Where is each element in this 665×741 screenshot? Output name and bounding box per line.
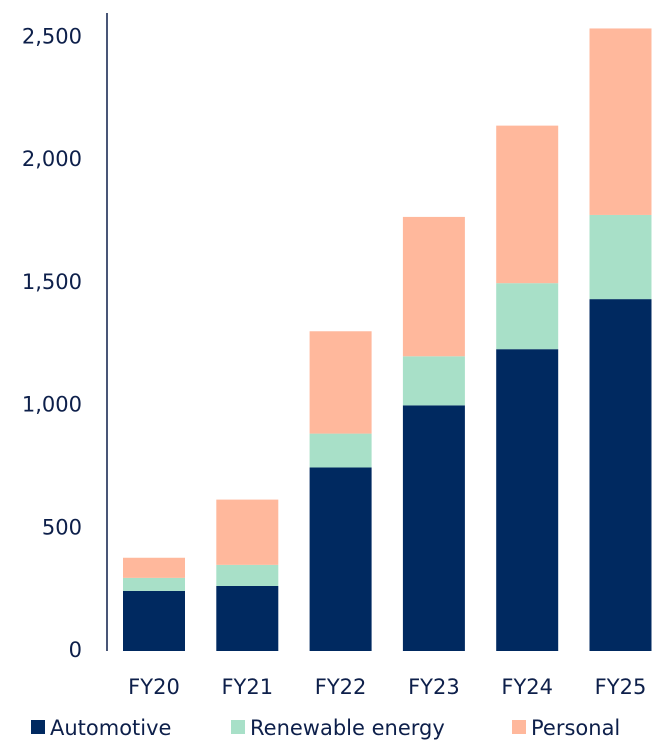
bar-segment xyxy=(216,585,279,651)
bar-segment xyxy=(123,590,185,651)
bar-segment xyxy=(216,499,279,565)
x-tick-label: FY25 xyxy=(595,675,647,699)
y-tick-label: 1,500 xyxy=(22,270,82,294)
bar-segment xyxy=(309,331,372,434)
x-tick-label: FY21 xyxy=(221,675,273,699)
bar-segment xyxy=(589,299,652,651)
legend-label: Automotive xyxy=(50,716,171,740)
legend-swatch xyxy=(512,720,526,734)
x-tick-label: FY22 xyxy=(315,675,367,699)
legend-label: Personal xyxy=(531,716,620,740)
x-tick-label: FY24 xyxy=(501,675,553,699)
bar-segment xyxy=(309,467,372,651)
bar-segment xyxy=(589,214,652,300)
bar-segment xyxy=(402,216,465,357)
x-tick-label: FY23 xyxy=(408,675,460,699)
bar-segment xyxy=(589,28,652,215)
bar-segment xyxy=(496,283,559,350)
bar-segment xyxy=(496,349,559,651)
y-tick-label: 500 xyxy=(42,515,82,539)
bar-segment xyxy=(309,433,372,468)
y-tick-label: 0 xyxy=(69,638,82,662)
legend-swatch xyxy=(231,720,245,734)
bar-segment xyxy=(216,564,279,586)
y-tick-label: 2,000 xyxy=(22,147,82,171)
bar-segment xyxy=(496,125,559,284)
legend-label: Renewable energy xyxy=(250,716,445,740)
x-tick-label: FY20 xyxy=(128,675,180,699)
y-tick-label: 2,500 xyxy=(22,25,82,49)
y-tick-label: 1,000 xyxy=(22,393,82,417)
bar-segment xyxy=(123,557,185,578)
legend-swatch xyxy=(31,720,45,734)
bar-segment xyxy=(402,356,465,406)
bar-segment xyxy=(123,577,185,591)
bar-segment xyxy=(402,405,465,651)
